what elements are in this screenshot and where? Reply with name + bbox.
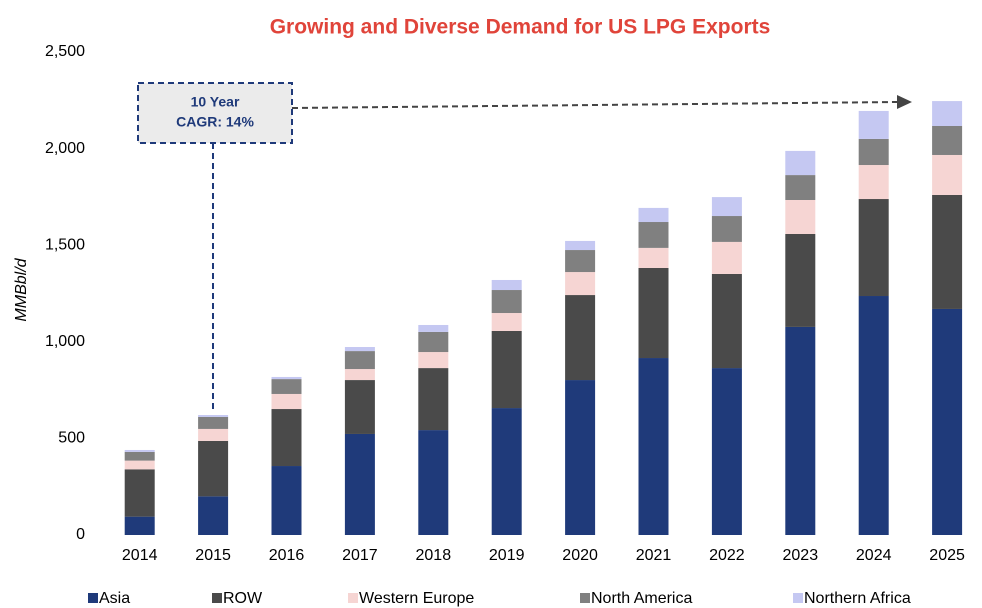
bar-segment [271, 376, 302, 380]
bar-segment [344, 369, 375, 381]
bar-segment [858, 165, 889, 200]
bar-segment [932, 154, 963, 195]
bar-segment [785, 199, 816, 234]
bar-segment [491, 279, 522, 291]
legend-label: Western Europe [359, 590, 474, 607]
bar-segment [418, 430, 449, 535]
y-tick-label: 2,000 [45, 140, 85, 157]
bar-segment [932, 125, 963, 155]
bar-segment [858, 138, 889, 166]
bar-segment [785, 326, 816, 535]
bar-segment [124, 449, 155, 452]
x-tick-label: 2024 [856, 547, 892, 564]
x-tick-label: 2015 [195, 547, 231, 564]
legend-swatch [88, 593, 98, 603]
x-tick-label: 2014 [122, 547, 158, 564]
y-tick-label: 1,000 [45, 333, 85, 350]
legend-label: Northern Africa [804, 590, 911, 607]
legend-swatch [793, 593, 803, 603]
bar-segment [198, 416, 229, 429]
bar-segment [271, 409, 302, 467]
annotation-box [137, 82, 293, 144]
x-tick-label: 2021 [636, 547, 672, 564]
bar-segment [344, 351, 375, 370]
bar-segment [565, 272, 596, 296]
bar-segment [785, 233, 816, 327]
legend-label: ROW [223, 590, 263, 607]
bar-segment [638, 247, 669, 268]
legend-label: North America [591, 590, 692, 607]
bar-segment [932, 101, 963, 126]
bar-segment [711, 241, 742, 274]
y-tick-label: 500 [58, 430, 85, 447]
arrow-head [897, 95, 912, 109]
bar-segment [565, 295, 596, 381]
bar-segment [198, 415, 229, 417]
bar-segment [638, 267, 669, 359]
bar-segment [711, 216, 742, 242]
bar-segment [711, 197, 742, 217]
bar-segment [638, 358, 669, 535]
y-tick-label: 0 [76, 526, 85, 543]
bar-segment [124, 451, 155, 461]
annotation-text: CAGR: 14% [176, 114, 254, 130]
bar-segment [638, 222, 669, 248]
bar-segment [491, 408, 522, 535]
legend-swatch [212, 593, 222, 603]
bar-segment [344, 433, 375, 535]
x-tick-label: 2019 [489, 547, 525, 564]
legend-swatch [348, 593, 358, 603]
annotation-arrow [291, 101, 899, 109]
bar-segment [271, 466, 302, 535]
y-tick-label: 2,500 [45, 43, 85, 60]
bar-segment [491, 330, 522, 409]
bar-segment [418, 324, 449, 332]
bar-segment [491, 290, 522, 314]
bar-segment [565, 240, 596, 251]
y-axis-label: MMBbl/d [13, 257, 30, 321]
bar-segment [711, 368, 742, 535]
bar-segment [124, 516, 155, 535]
bar-segment [565, 250, 596, 273]
x-tick-label: 2018 [416, 547, 452, 564]
bar-segment [344, 380, 375, 434]
bar-segment [418, 368, 449, 431]
bar-segment [198, 428, 229, 441]
bar-segment [271, 393, 302, 410]
bar-segment [858, 110, 889, 139]
bar-segment [858, 199, 889, 297]
legend-label: Asia [99, 590, 130, 607]
bar-segment [418, 352, 449, 369]
bar-segment [565, 380, 596, 535]
bar-segment [785, 150, 816, 176]
bar-segment [785, 175, 816, 200]
x-tick-label: 2025 [929, 547, 965, 564]
bar-segment [932, 194, 963, 309]
y-tick-label: 1,500 [45, 236, 85, 253]
bar-segment [932, 308, 963, 535]
chart-title: Growing and Diverse Demand for US LPG Ex… [270, 16, 771, 39]
x-tick-label: 2017 [342, 547, 378, 564]
x-tick-label: 2023 [783, 547, 819, 564]
bar-segment [198, 496, 229, 535]
bar-segment [858, 296, 889, 535]
bar-segment [711, 273, 742, 369]
x-tick-label: 2022 [709, 547, 745, 564]
bar-segment [124, 460, 155, 470]
bar-segment [198, 440, 229, 497]
bar-segment [418, 331, 449, 353]
annotation-text: 10 Year [191, 94, 240, 110]
x-tick-label: 2016 [269, 547, 305, 564]
legend-swatch [580, 593, 590, 603]
x-tick-label: 2020 [562, 547, 598, 564]
bar-segment [491, 313, 522, 331]
bar-segment [638, 207, 669, 223]
bar-segment [271, 379, 302, 394]
bar-segment [124, 469, 155, 517]
bar-segment [344, 347, 375, 352]
